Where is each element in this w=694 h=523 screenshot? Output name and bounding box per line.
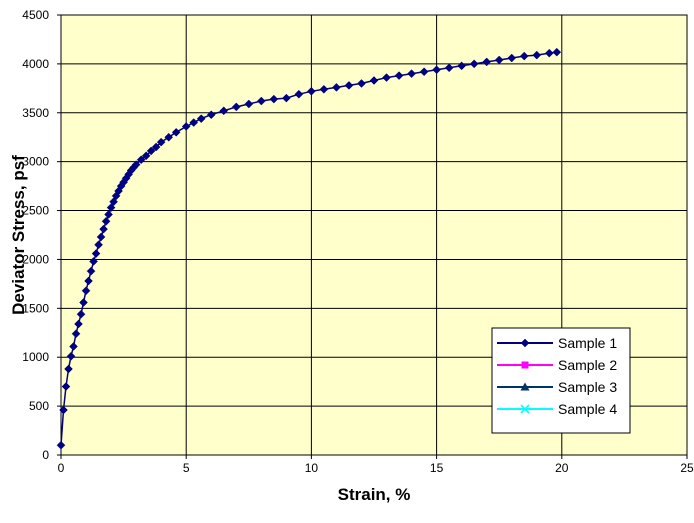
y-tick-label: 3500: [22, 106, 49, 120]
x-tick-label: 5: [183, 461, 190, 475]
x-tick-label: 15: [430, 461, 444, 475]
y-tick-label: 4500: [22, 8, 49, 22]
legend-label: Sample 2: [558, 357, 617, 373]
legend-label: Sample 4: [558, 401, 617, 417]
y-tick-label: 500: [29, 399, 49, 413]
x-tick-label: 20: [555, 461, 569, 475]
legend-label: Sample 1: [558, 335, 617, 351]
y-tick-label: 1000: [22, 350, 49, 364]
legend-marker: [522, 362, 529, 369]
x-axis-label: Strain, %: [338, 485, 411, 504]
x-tick-label: 0: [58, 461, 65, 475]
y-tick-label: 0: [42, 448, 49, 462]
x-tick-label: 25: [680, 461, 694, 475]
x-tick-label: 10: [305, 461, 319, 475]
y-axis-label: Deviator Stress, psf: [9, 155, 28, 315]
legend: Sample 1 Sample 2 Sample 3 Sample 4: [492, 328, 630, 433]
y-tick-label: 4000: [22, 57, 49, 71]
legend-label: Sample 3: [558, 379, 617, 395]
